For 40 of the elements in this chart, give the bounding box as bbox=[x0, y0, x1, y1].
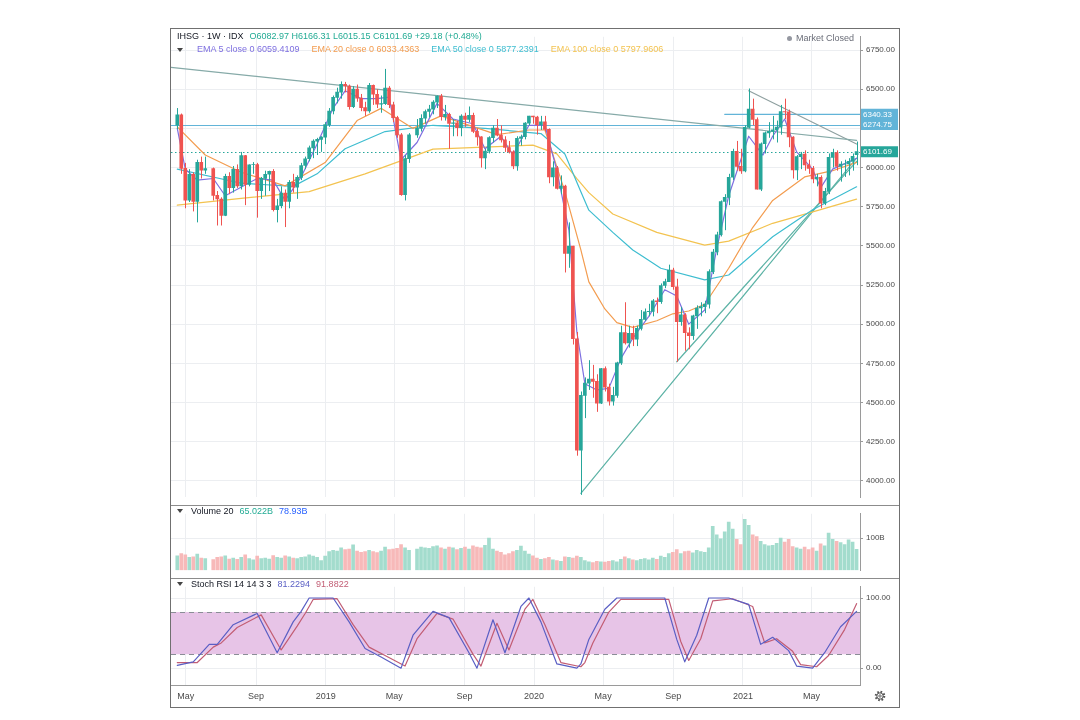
chart-title: IHSG · 1W · IDX bbox=[177, 31, 244, 41]
annotation: 6340.33 bbox=[863, 110, 893, 120]
x-tick-label: 2021 bbox=[732, 690, 753, 701]
x-tick-label: May bbox=[385, 690, 404, 701]
x-tick-label: May bbox=[177, 690, 195, 701]
annotation: 65.022B bbox=[239, 506, 274, 516]
x-tick-label: Sep bbox=[665, 690, 682, 701]
y-tick-label: 4000.00 bbox=[866, 475, 896, 485]
y-tick-label: 6750.00 bbox=[866, 45, 896, 55]
x-tick-label: Sep bbox=[248, 690, 265, 701]
x-tick-label: 2019 bbox=[315, 690, 336, 701]
annotation: Market Closed bbox=[795, 33, 854, 43]
x-tick-label: May bbox=[594, 690, 613, 701]
chart-title: Stoch RSI 14 14 3 3 bbox=[191, 579, 272, 589]
y-tick-label: 5250.00 bbox=[866, 280, 896, 290]
annotation: 91.8822 bbox=[316, 579, 349, 589]
y-tick-label: 6000.00 bbox=[866, 162, 896, 172]
ref-line-label: 6274.75 bbox=[863, 120, 893, 130]
y-tick-label: 5750.00 bbox=[866, 201, 896, 211]
y-tick-label: 6500.00 bbox=[866, 84, 896, 94]
x-tick-label: May bbox=[802, 690, 821, 701]
y-tick-label: 0.00 bbox=[866, 663, 883, 673]
y-tick-label: 100B bbox=[866, 533, 885, 543]
text: EMA 50 close 0 5877.2391 bbox=[431, 44, 539, 55]
text: EMA 20 close 0 6033.4363 bbox=[311, 44, 420, 55]
y-tick-label: 5500.00 bbox=[866, 241, 896, 251]
chart-title: Volume 20 bbox=[191, 506, 234, 516]
chart-subtitle: O6082.97 H6166.31 L6015.15 C6101.69 +29.18 (+0.48%) bbox=[249, 31, 482, 41]
x-tick-label: Sep bbox=[456, 690, 473, 701]
y-tick-label: 4750.00 bbox=[866, 358, 896, 368]
x-tick-label: 2020 bbox=[524, 690, 545, 701]
text: EMA 5 close 0 6059.4109 bbox=[197, 44, 300, 55]
y-tick-label: 100.00 bbox=[866, 593, 892, 603]
text: EMA 100 close 0 5797.9606 bbox=[550, 44, 664, 55]
ref-line-label: 6101.69 bbox=[863, 147, 893, 157]
y-tick-label: 4250.00 bbox=[866, 436, 896, 446]
y-tick-label: 5000.00 bbox=[866, 319, 896, 329]
annotation: 78.93B bbox=[279, 506, 308, 516]
y-tick-label: 4500.00 bbox=[866, 397, 896, 407]
annotation: 81.2294 bbox=[277, 579, 311, 589]
